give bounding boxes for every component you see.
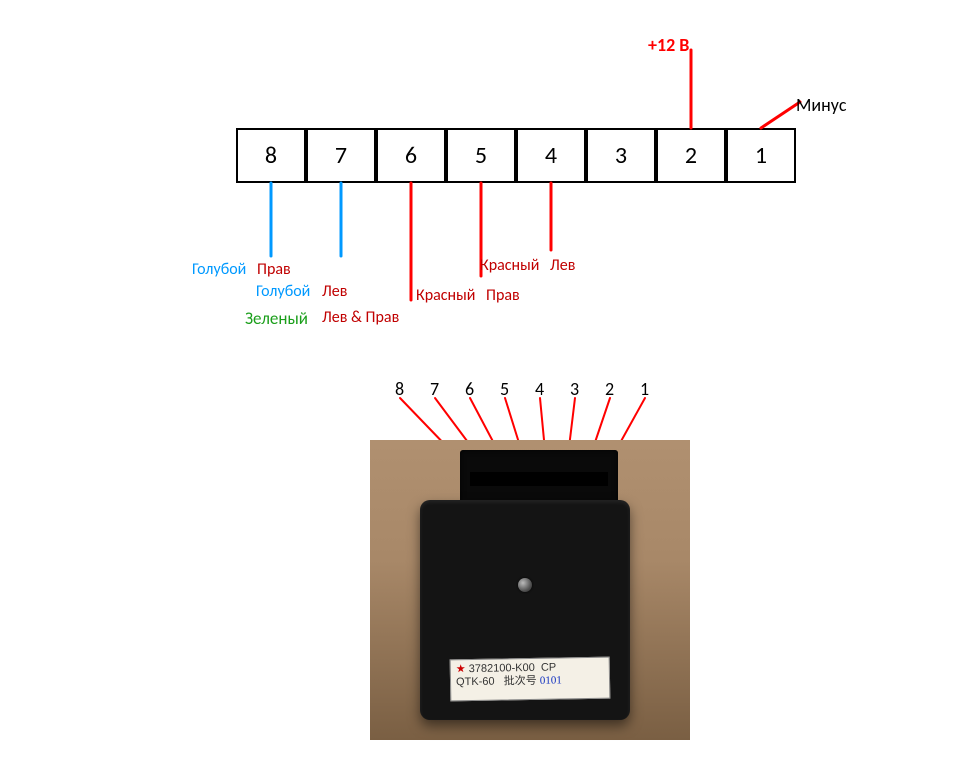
pin-cell-7: 7 <box>306 128 376 183</box>
sticker-batch-label: 批次号 <box>504 675 537 688</box>
label-pin6-side: Лев & Прав <box>322 308 399 327</box>
photo-pin-label-7: 7 <box>430 378 439 400</box>
pin-cell-3: 3 <box>586 128 656 183</box>
photo-pin-label-8: 8 <box>395 378 404 400</box>
pin-cell-5: 5 <box>446 128 516 183</box>
sticker-model: QTK-60 <box>456 676 495 689</box>
photo-pin-label-5: 5 <box>500 378 509 400</box>
sticker-part-no: 3782100-K00 <box>469 662 535 675</box>
label-pin7-side: Лев <box>322 282 347 301</box>
photo-pin-label-4: 4 <box>535 378 544 400</box>
screw-icon <box>518 578 532 592</box>
device-sticker: ★ 3782100-K00 CP QTK-60 批次号 0101 <box>450 657 611 702</box>
label-plus12v: +12 В <box>648 34 689 56</box>
sticker-star-icon: ★ <box>456 663 466 675</box>
pin-cell-1: 1 <box>726 128 796 183</box>
label-pin7-color: Голубой <box>256 282 310 301</box>
label-green: Зеленый <box>245 308 308 329</box>
pin-cell-4: 4 <box>516 128 586 183</box>
label-minus: Минус <box>796 94 846 116</box>
photo-pin-label-2: 2 <box>605 378 614 400</box>
photo-pin-label-6: 6 <box>465 378 474 400</box>
photo-pin-label-1: 1 <box>640 378 649 400</box>
label-pin8-color: Голубой <box>192 260 246 279</box>
pin-cell-2: 2 <box>656 128 726 183</box>
photo-pin-label-3: 3 <box>570 378 579 400</box>
label-pin5-color: Красный <box>416 286 475 305</box>
device-photo: ★ 3782100-K00 CP QTK-60 批次号 0101 <box>370 440 690 740</box>
label-pin4-side: Лев <box>550 256 575 275</box>
connector-slot <box>470 472 608 486</box>
pin-cell-6: 6 <box>376 128 446 183</box>
sticker-batch-hand: 0101 <box>540 674 562 686</box>
sticker-cp: CP <box>541 662 556 674</box>
label-pin4-color: Красный <box>480 256 539 275</box>
pin-cell-8: 8 <box>236 128 306 183</box>
label-pin8-side: Прав <box>257 260 291 279</box>
label-pin5-side: Прав <box>486 286 520 305</box>
